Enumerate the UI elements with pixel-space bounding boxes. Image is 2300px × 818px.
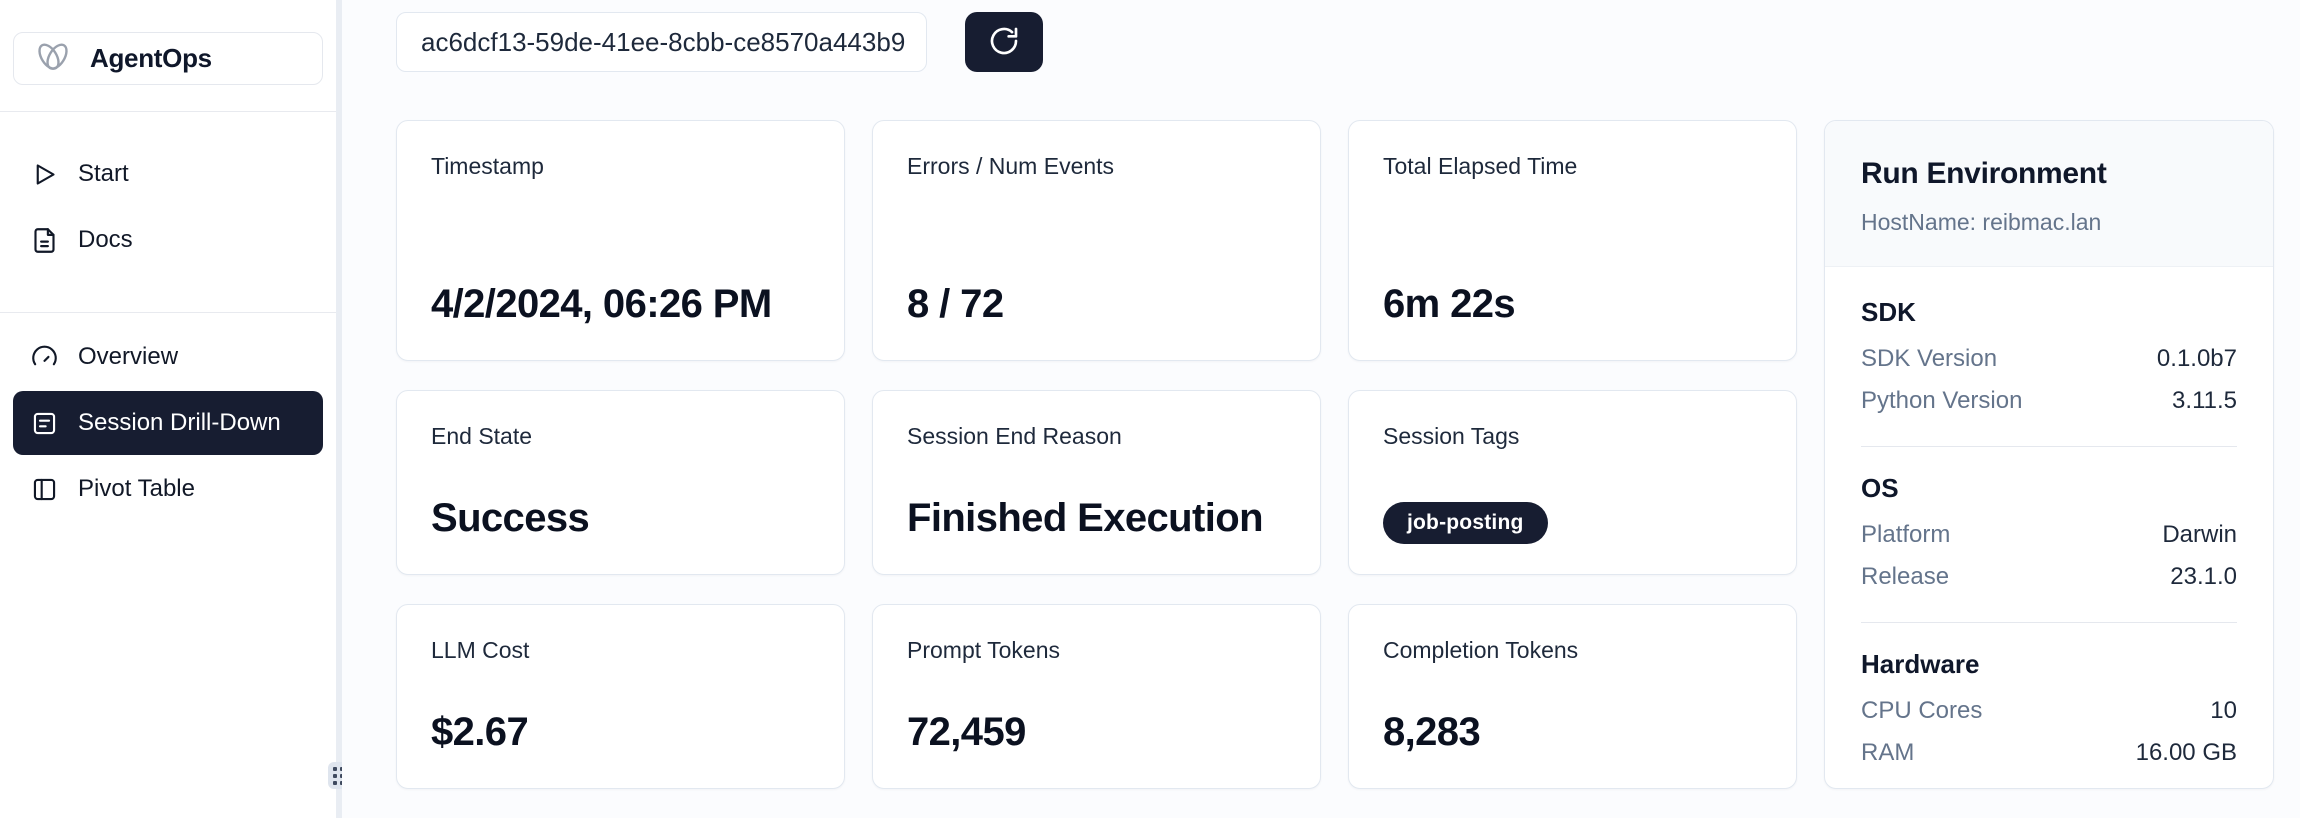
card-value: 8,283 [1383,709,1481,754]
card-errors-num-events: Errors / Num Events 8 / 72 [872,120,1321,361]
card-completion-tokens: Completion Tokens 8,283 [1348,604,1797,789]
gauge-icon [31,344,58,371]
play-icon [31,161,58,188]
card-label: Completion Tokens [1383,637,1579,663]
sidebar-item-label: Docs [78,226,133,253]
metrics-grid: Run Environment HostName: reibmac.lan SD… [396,120,2300,789]
sidebar-item-label: Pivot Table [78,475,195,502]
env-row-label: Release [1861,563,1950,590]
env-row: CPU Cores 10 [1861,690,2237,732]
env-row-label: RAM [1861,739,1915,766]
sidebar-divider [0,111,336,112]
card-label: Errors / Num Events [907,153,1115,179]
app-logo[interactable]: AgentOps [13,32,323,85]
agentops-logo-icon [30,36,76,81]
sidebar-divider [0,312,336,313]
card-value: Finished Execution [907,495,1264,540]
session-tag-badge: job-posting [1383,502,1548,544]
card-label: Session End Reason [907,423,1122,449]
card-label: Timestamp [431,153,544,179]
session-toolbar [396,12,2300,72]
card-session-tags: Session Tags job-posting [1348,390,1797,575]
env-row-label: Platform [1861,521,1951,548]
main-content: Run Environment HostName: reibmac.lan SD… [342,0,2300,818]
env-section-heading-sdk: SDK [1861,297,1916,327]
env-row-value: 3.11.5 [2172,387,2237,414]
card-session-end-reason: Session End Reason Finished Execution [872,390,1321,575]
session-id-input[interactable] [396,12,927,72]
card-value: 72,459 [907,709,1026,754]
sidebar-item-pivot-table[interactable]: Pivot Table [13,457,323,521]
card-total-elapsed-time: Total Elapsed Time 6m 22s [1348,120,1797,361]
run-environment-panel: Run Environment HostName: reibmac.lan SD… [1824,120,2274,789]
card-label: LLM Cost [431,637,530,663]
env-row: Release 23.1.0 [1861,556,2237,598]
sidebar-item-docs[interactable]: Docs [13,208,323,272]
env-row-value: Darwin [2162,521,2237,548]
pivot-table-icon [31,476,58,503]
sidebar-item-label: Session Drill-Down [78,409,281,436]
env-row: Python Version 3.11.5 [1861,380,2237,422]
card-end-state: End State Success [396,390,845,575]
card-label: Prompt Tokens [907,637,1060,663]
sidebar-resizer[interactable] [336,0,342,818]
refresh-icon [988,25,1020,60]
sidebar-links-group: Start Docs [13,112,323,312]
run-environment-title: Run Environment [1861,157,2107,190]
refresh-button[interactable] [965,12,1043,72]
env-row-value: 23.1.0 [2170,563,2237,590]
run-environment-header: Run Environment HostName: reibmac.lan [1825,121,2273,267]
sidebar-item-label: Overview [78,343,179,370]
sidebar-item-label: Start [78,160,129,187]
app-title: AgentOps [90,43,212,73]
env-section-divider [1861,446,2237,447]
card-value: 8 / 72 [907,281,1004,326]
card-label: End State [431,423,533,449]
env-row-label: SDK Version [1861,345,1998,372]
card-label: Total Elapsed Time [1383,153,1578,179]
hostname-text: HostName: reibmac.lan [1861,209,2102,235]
env-row: RAM 16.00 GB [1861,732,2237,774]
card-timestamp: Timestamp 4/2/2024, 06:26 PM [396,120,845,361]
card-value: 6m 22s [1383,281,1516,326]
sidebar-item-overview[interactable]: Overview [13,325,323,389]
session-log-icon [31,410,58,437]
env-row-value: 16.00 GB [2135,739,2237,766]
sidebar: AgentOps Start Docs [0,0,336,818]
env-section-heading-hardware: Hardware [1861,649,1980,679]
card-llm-cost: LLM Cost $2.67 [396,604,845,789]
docs-icon [31,227,58,254]
run-environment-body: SDK SDK Version 0.1.0b7 Python Version 3… [1825,267,2273,788]
card-value: $2.67 [431,709,529,754]
env-section-heading-os: OS [1861,473,1899,503]
env-row-value: 0.1.0b7 [2156,345,2237,372]
sidebar-item-start[interactable]: Start [13,142,323,206]
env-row-label: CPU Cores [1861,697,1983,724]
card-value: 4/2/2024, 06:26 PM [431,281,772,326]
card-value: Success [431,495,590,540]
env-row: Platform Darwin [1861,514,2237,556]
env-row-value: 10 [2210,697,2237,724]
env-row: SDK Version 0.1.0b7 [1861,338,2237,380]
sidebar-item-session-drill-down[interactable]: Session Drill-Down [13,391,323,455]
env-section-divider [1861,622,2237,623]
env-row-label: Python Version [1861,387,2023,414]
sidebar-pages-group: Overview Session Drill-Down [13,313,323,521]
card-label: Session Tags [1383,423,1520,449]
card-prompt-tokens: Prompt Tokens 72,459 [872,604,1321,789]
